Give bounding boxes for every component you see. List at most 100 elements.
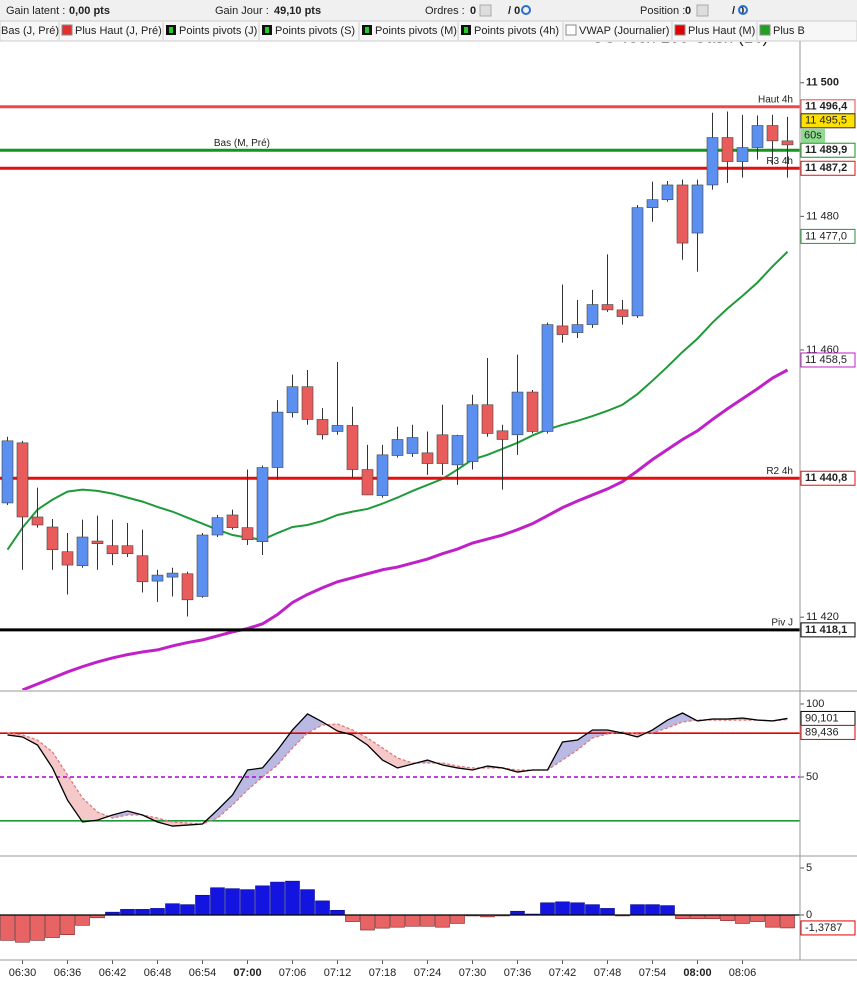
level-tag-label: 11 496,4 (805, 101, 848, 113)
x-tick-label: 06:30 (9, 967, 37, 979)
level-tag (800, 622, 856, 638)
candle-body (451, 435, 464, 466)
tab-label[interactable]: Points pivots (M) (375, 25, 457, 37)
moving-average (21, 368, 789, 690)
settings-icon[interactable] (738, 5, 748, 15)
candle-body (121, 545, 134, 555)
candle-body (706, 137, 719, 186)
fill-band (52, 752, 68, 801)
fill-band (217, 794, 233, 819)
histogram-bar (195, 894, 210, 916)
price-tag-label: 11 477,0 (805, 230, 847, 242)
histogram-bar (330, 909, 345, 916)
tab-label[interactable]: Points pivots (S) (275, 25, 355, 37)
candle-body (751, 125, 764, 148)
y-tick-label: 50 (806, 771, 818, 783)
x-tick-label: 07:36 (504, 967, 532, 979)
histogram-bar (750, 914, 765, 922)
histogram-bar (555, 901, 570, 916)
tab-label[interactable]: Points pivots (4h) (474, 25, 559, 37)
y-tick-label: 0 (806, 909, 812, 921)
tab-label[interactable]: Plus Haut (J, Pré) (75, 25, 162, 37)
value: 0 (470, 5, 476, 17)
price-tag (800, 228, 856, 244)
x-tick-label: 06:36 (54, 967, 82, 979)
value-tag-label: -1,3787 (805, 922, 842, 934)
histogram-bar (660, 905, 675, 916)
candle-body (31, 516, 44, 526)
value-tag (800, 724, 856, 740)
histogram-bar (150, 908, 165, 916)
value-tag-label: 90,101 (805, 712, 839, 724)
candle-body (421, 452, 434, 464)
value: 49,10 pts (274, 5, 321, 17)
candle-body (646, 199, 659, 208)
label: Position : (640, 5, 685, 17)
oscillator-line (7, 712, 788, 827)
histogram-bar (360, 914, 375, 931)
histogram-panel (0, 880, 800, 943)
histogram-bar (30, 914, 45, 941)
close-icon[interactable] (696, 4, 709, 17)
close-icon[interactable] (479, 4, 492, 17)
y-tick-label: 11 480 (806, 210, 839, 222)
value-tag-label: 89,436 (805, 726, 839, 738)
candle-body (316, 419, 329, 436)
x-tick-label: 07:06 (279, 967, 307, 979)
tab-label[interactable]: Bas (J, Pré) (1, 25, 59, 37)
fill-band (592, 729, 608, 739)
settings-icon[interactable] (521, 5, 531, 15)
account-bar (0, 0, 857, 21)
histogram-bar (300, 889, 315, 916)
fill-band (367, 738, 383, 761)
fill-band (292, 713, 308, 748)
price-tag (800, 113, 856, 129)
candle-body (541, 324, 554, 432)
moving-average (6, 251, 789, 551)
histogram-bar (630, 904, 645, 916)
x-tick-label: 07:24 (414, 967, 442, 979)
tab-label[interactable]: VWAP (Journalier) (579, 25, 669, 37)
x-tick-label: 07:42 (549, 967, 577, 979)
level-name: R2 4h (766, 466, 793, 477)
value: 0,00 pts (69, 5, 110, 17)
candle-body (466, 404, 479, 462)
histogram-bar (255, 885, 270, 916)
indicator-tabs (0, 20, 857, 42)
x-tick-label: 08:06 (729, 967, 757, 979)
histogram-bar (210, 887, 225, 916)
tab-label[interactable]: Plus Haut (M) (688, 25, 755, 37)
fill-band (562, 740, 578, 761)
fill-band (667, 713, 683, 728)
candle-body (211, 517, 224, 536)
candle-body (271, 411, 284, 468)
candle-body (721, 137, 734, 162)
histogram-bar (75, 914, 90, 926)
y-tick-label: 11 500 (806, 77, 839, 89)
fill-band (37, 740, 53, 768)
countdown-tag (801, 128, 825, 143)
fill-band (247, 767, 263, 791)
candle-body (436, 434, 449, 464)
x-tick-label: 07:12 (324, 967, 352, 979)
candle-body (616, 309, 629, 317)
tab-label[interactable]: Plus B (773, 25, 805, 37)
candle-body (196, 534, 209, 597)
candle-body (1, 440, 14, 504)
candle-body (496, 430, 509, 440)
fill-band (307, 713, 323, 734)
histogram-bar (0, 914, 15, 941)
level-tag (800, 470, 856, 486)
candle-body (361, 469, 374, 496)
candle-body (16, 442, 29, 518)
level-tag (800, 142, 856, 158)
x-tick-label: 07:30 (459, 967, 487, 979)
candle-body (151, 574, 164, 582)
tab-icon (759, 24, 771, 36)
candle-body (286, 386, 299, 414)
tab-label[interactable]: Points pivots (J) (179, 25, 257, 37)
histogram-bar (225, 888, 240, 916)
fill-band (82, 798, 98, 822)
candle-body (346, 425, 359, 470)
